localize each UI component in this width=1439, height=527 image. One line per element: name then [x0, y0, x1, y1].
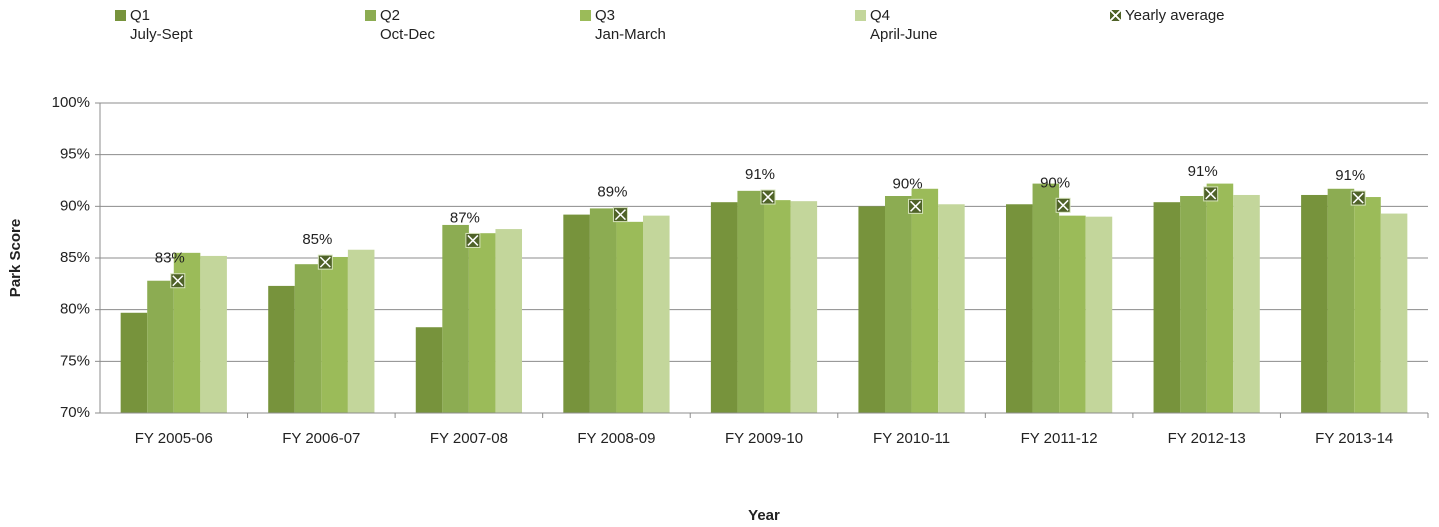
data-label: 90% [1040, 174, 1070, 191]
bar [294, 264, 322, 413]
average-marker [612, 207, 628, 223]
legend-swatch [580, 10, 591, 21]
bar [1153, 202, 1181, 413]
legend-swatch [365, 10, 376, 21]
bar [1233, 194, 1260, 413]
legend-swatch [1110, 10, 1121, 21]
y-tick-label: 90% [60, 197, 90, 214]
bar [589, 208, 617, 413]
bar [442, 224, 469, 413]
x-tick-label: FY 2010-11 [873, 430, 950, 447]
bar [563, 214, 590, 413]
average-marker [1055, 197, 1071, 213]
legend-label: Q3 Jan-March [595, 7, 666, 43]
y-tick-label: 85% [60, 249, 90, 266]
marker-cross [1205, 188, 1217, 200]
marker-cross [762, 191, 774, 203]
bar [495, 229, 523, 413]
bar [347, 249, 375, 413]
bar [415, 327, 443, 413]
marker-cross [467, 234, 479, 246]
average-marker [170, 273, 186, 289]
marker-cross [1057, 199, 1069, 211]
bar [764, 200, 791, 413]
bar [147, 280, 174, 413]
average-marker [465, 232, 481, 248]
data-label: 87% [450, 209, 480, 226]
x-tick-label: FY 2012-13 [1168, 430, 1246, 447]
legend: Q1 July-Sept Q2 Oct-Dec Q3 Jan-March Q4 Apr… [0, 6, 1439, 66]
bar [616, 221, 644, 413]
bar [790, 201, 818, 413]
data-label: 89% [597, 184, 627, 201]
y-tick-label: 100% [52, 94, 90, 111]
average-marker [760, 189, 776, 205]
data-label: 85% [302, 231, 332, 248]
bar [884, 196, 912, 413]
bar [911, 188, 939, 413]
bar [737, 190, 764, 413]
average-marker [1203, 186, 1219, 202]
y-tick-label: 70% [60, 404, 90, 421]
bar [321, 256, 348, 413]
data-label: 83% [155, 250, 185, 267]
bar [468, 233, 496, 413]
bar [1032, 183, 1060, 413]
legend-label: Q2 Oct-Dec [380, 7, 436, 43]
y-axis-title: Park Score [7, 219, 24, 297]
bar [938, 204, 965, 413]
marker-cross [910, 200, 922, 212]
legend-swatch [855, 10, 866, 21]
marker-cross [614, 209, 626, 221]
bar [1206, 183, 1234, 413]
bar [858, 206, 885, 413]
bar [1180, 196, 1207, 413]
legend-label: Q1 July-Sept [130, 7, 193, 43]
x-tick-label: FY 2011-12 [1021, 430, 1098, 447]
y-tick-label: 95% [60, 146, 90, 163]
legend-item: Q2 Oct-Dec [365, 6, 435, 44]
average-marker [1350, 190, 1366, 206]
bar [1327, 188, 1355, 413]
x-tick-label: FY 2008-09 [577, 430, 655, 447]
legend-item: Q1 July-Sept [115, 6, 193, 44]
x-tick-label: FY 2006-07 [282, 430, 360, 447]
bar [1059, 215, 1086, 413]
x-tick-label: FY 2007-08 [430, 430, 508, 447]
average-marker [908, 198, 924, 214]
y-tick-label: 75% [60, 352, 90, 369]
bar [268, 285, 295, 413]
data-label: 91% [1188, 163, 1218, 180]
y-tick-label: 80% [60, 301, 90, 318]
data-label: 91% [745, 166, 775, 183]
legend-label: Q4 April-June [870, 7, 938, 43]
marker-cross [319, 256, 331, 268]
marker-cross [1352, 192, 1364, 204]
average-marker [317, 254, 333, 270]
bar [1085, 216, 1113, 413]
data-label: 90% [893, 175, 923, 192]
x-tick-label: FY 2005-06 [135, 430, 213, 447]
legend-item: Q3 Jan-March [580, 6, 666, 44]
x-axis-title: Year [748, 507, 780, 524]
bar [643, 215, 670, 413]
legend-item: Yearly average [1110, 6, 1225, 25]
bar [1301, 194, 1328, 413]
bar [120, 312, 148, 413]
legend-item: Q4 April-June [855, 6, 938, 44]
data-label: 91% [1335, 167, 1365, 184]
x-tick-label: FY 2013-14 [1315, 430, 1393, 447]
x-tick-label: FY 2009-10 [725, 430, 803, 447]
bar [1380, 213, 1408, 413]
bar [710, 202, 738, 413]
marker-cross [172, 275, 184, 287]
legend-swatch [115, 10, 126, 21]
bar [1354, 197, 1381, 413]
legend-label: Yearly average [1125, 7, 1225, 24]
bar [200, 255, 227, 413]
bar [1005, 204, 1033, 413]
